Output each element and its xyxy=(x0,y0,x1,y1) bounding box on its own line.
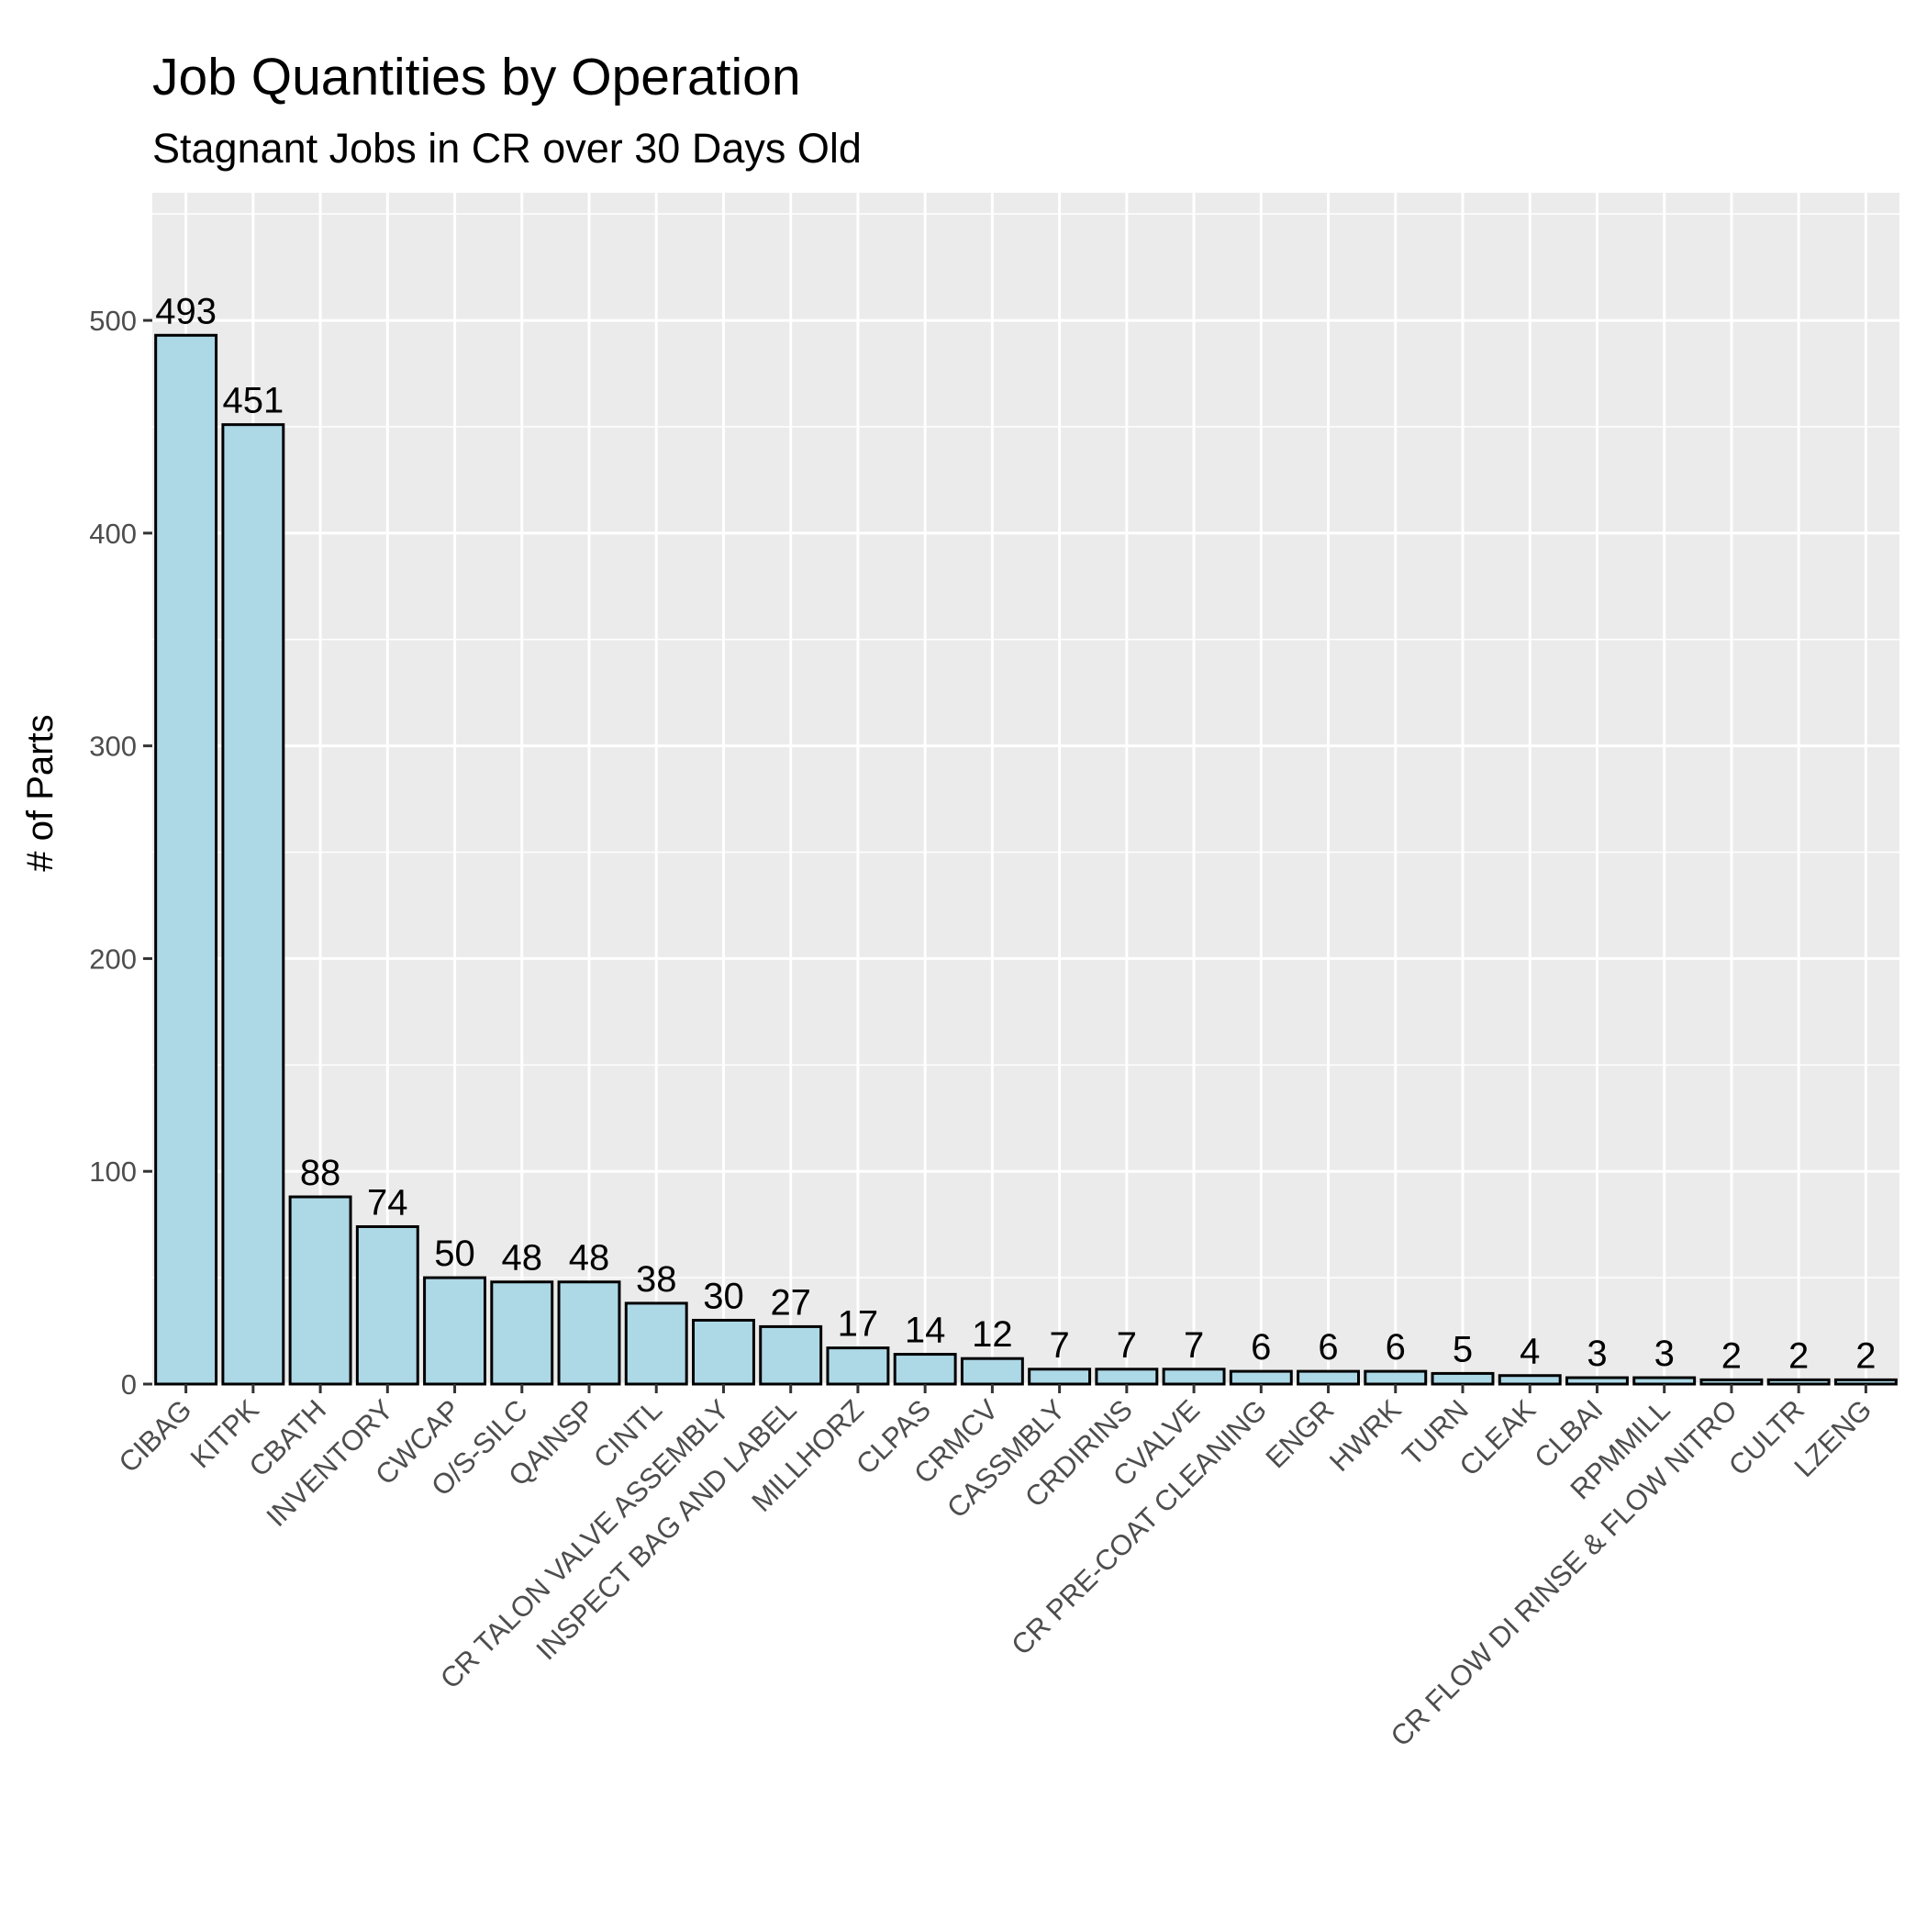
bar-value-label: 7 xyxy=(1184,1325,1204,1366)
bar-value-label: 27 xyxy=(770,1282,811,1323)
bar xyxy=(692,1318,755,1386)
bar-value-label: 2 xyxy=(1788,1335,1809,1376)
bar-value-label: 6 xyxy=(1386,1327,1406,1368)
bar-value-label: 5 xyxy=(1453,1329,1473,1369)
y-tick-label: 400 xyxy=(89,518,137,550)
bar xyxy=(1565,1376,1629,1386)
bar xyxy=(759,1324,823,1386)
y-tick-label: 200 xyxy=(89,943,137,975)
bar xyxy=(1498,1374,1562,1386)
bar-value-label: 3 xyxy=(1587,1334,1607,1374)
bar-value-label: 2 xyxy=(1855,1335,1876,1376)
bar-value-label: 493 xyxy=(155,291,217,331)
bar-value-label: 38 xyxy=(636,1259,677,1300)
y-axis-title: # of Parts xyxy=(20,714,61,871)
bar-value-label: 6 xyxy=(1251,1327,1271,1368)
bar xyxy=(490,1280,554,1386)
bar xyxy=(154,333,218,1386)
y-tick-label: 500 xyxy=(89,305,137,337)
bar-value-label: 2 xyxy=(1721,1335,1742,1376)
bar xyxy=(1632,1376,1697,1386)
chart-subtitle: Stagnant Jobs in CR over 30 Days Old xyxy=(152,125,862,172)
bar-value-label: 7 xyxy=(1049,1325,1069,1366)
bar-value-label: 88 xyxy=(300,1153,341,1193)
bar xyxy=(1229,1369,1293,1386)
bar xyxy=(221,423,285,1386)
bar xyxy=(1028,1368,1092,1386)
bar-value-label: 17 xyxy=(838,1304,879,1345)
bar-value-label: 451 xyxy=(222,381,284,421)
bar-value-label: 48 xyxy=(502,1238,543,1279)
y-tick-label: 100 xyxy=(89,1156,137,1188)
bar-value-label: 50 xyxy=(434,1234,475,1274)
chart-title: Job Quantities by Operation xyxy=(152,48,801,106)
bar-value-label: 4 xyxy=(1520,1332,1540,1372)
bar-value-label: 3 xyxy=(1654,1334,1675,1374)
y-tick-label: 300 xyxy=(89,731,137,763)
bar xyxy=(1833,1378,1898,1386)
y-axis: 0 100 200 300 400 500 xyxy=(89,305,152,1401)
bar xyxy=(624,1301,688,1386)
bar xyxy=(1431,1371,1495,1386)
bar xyxy=(1766,1378,1831,1386)
bar-value-label: 7 xyxy=(1117,1325,1137,1366)
bar xyxy=(1162,1368,1226,1386)
bars xyxy=(154,333,1898,1386)
bar xyxy=(355,1224,419,1386)
bar xyxy=(1364,1369,1428,1386)
bar xyxy=(826,1346,890,1386)
bar-labels: 493 451 88 74 50 48 48 38 30 27 17 14 12 7 7 7 6 6 6 5 4 3 3 2 2… xyxy=(155,291,1876,1376)
bar xyxy=(288,1195,352,1386)
bar-value-label: 6 xyxy=(1318,1327,1338,1368)
bar xyxy=(1699,1378,1764,1386)
bar-value-label: 30 xyxy=(703,1276,744,1316)
plot-panel xyxy=(152,193,1899,1384)
bar xyxy=(893,1353,957,1386)
bar xyxy=(557,1280,621,1386)
bar-value-label: 12 xyxy=(972,1314,1013,1355)
y-tick-label: 0 xyxy=(121,1368,137,1401)
grid-major xyxy=(152,193,1899,1386)
bar-value-label: 74 xyxy=(367,1182,408,1223)
bar-value-label: 14 xyxy=(905,1311,946,1351)
bar xyxy=(1297,1369,1360,1386)
bar xyxy=(960,1357,1024,1386)
bar-value-label: 48 xyxy=(569,1238,610,1279)
bar xyxy=(1095,1368,1159,1386)
bar xyxy=(423,1276,486,1386)
